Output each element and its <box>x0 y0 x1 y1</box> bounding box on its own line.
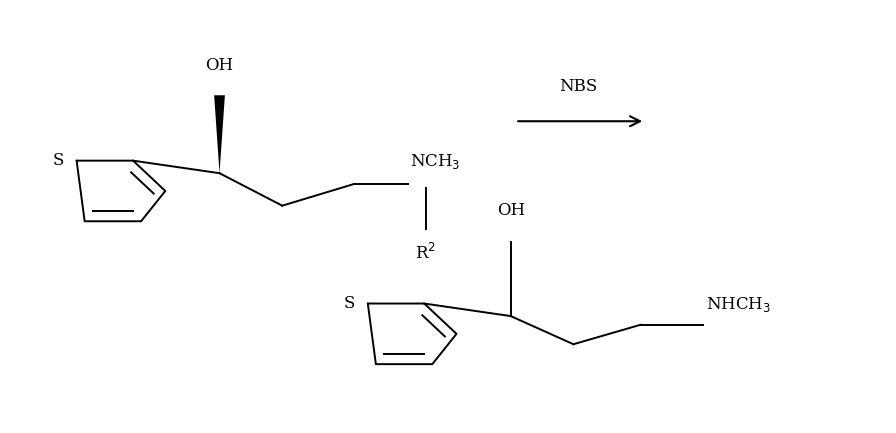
Text: OH: OH <box>496 202 525 219</box>
Text: R$^2$: R$^2$ <box>415 242 436 262</box>
Text: NHCH$_3$: NHCH$_3$ <box>706 295 771 314</box>
Text: S: S <box>52 152 64 169</box>
Text: NBS: NBS <box>559 78 597 95</box>
Text: NCH$_3$: NCH$_3$ <box>410 152 461 171</box>
Text: S: S <box>343 295 355 312</box>
Polygon shape <box>214 95 225 173</box>
Text: OH: OH <box>205 57 234 74</box>
